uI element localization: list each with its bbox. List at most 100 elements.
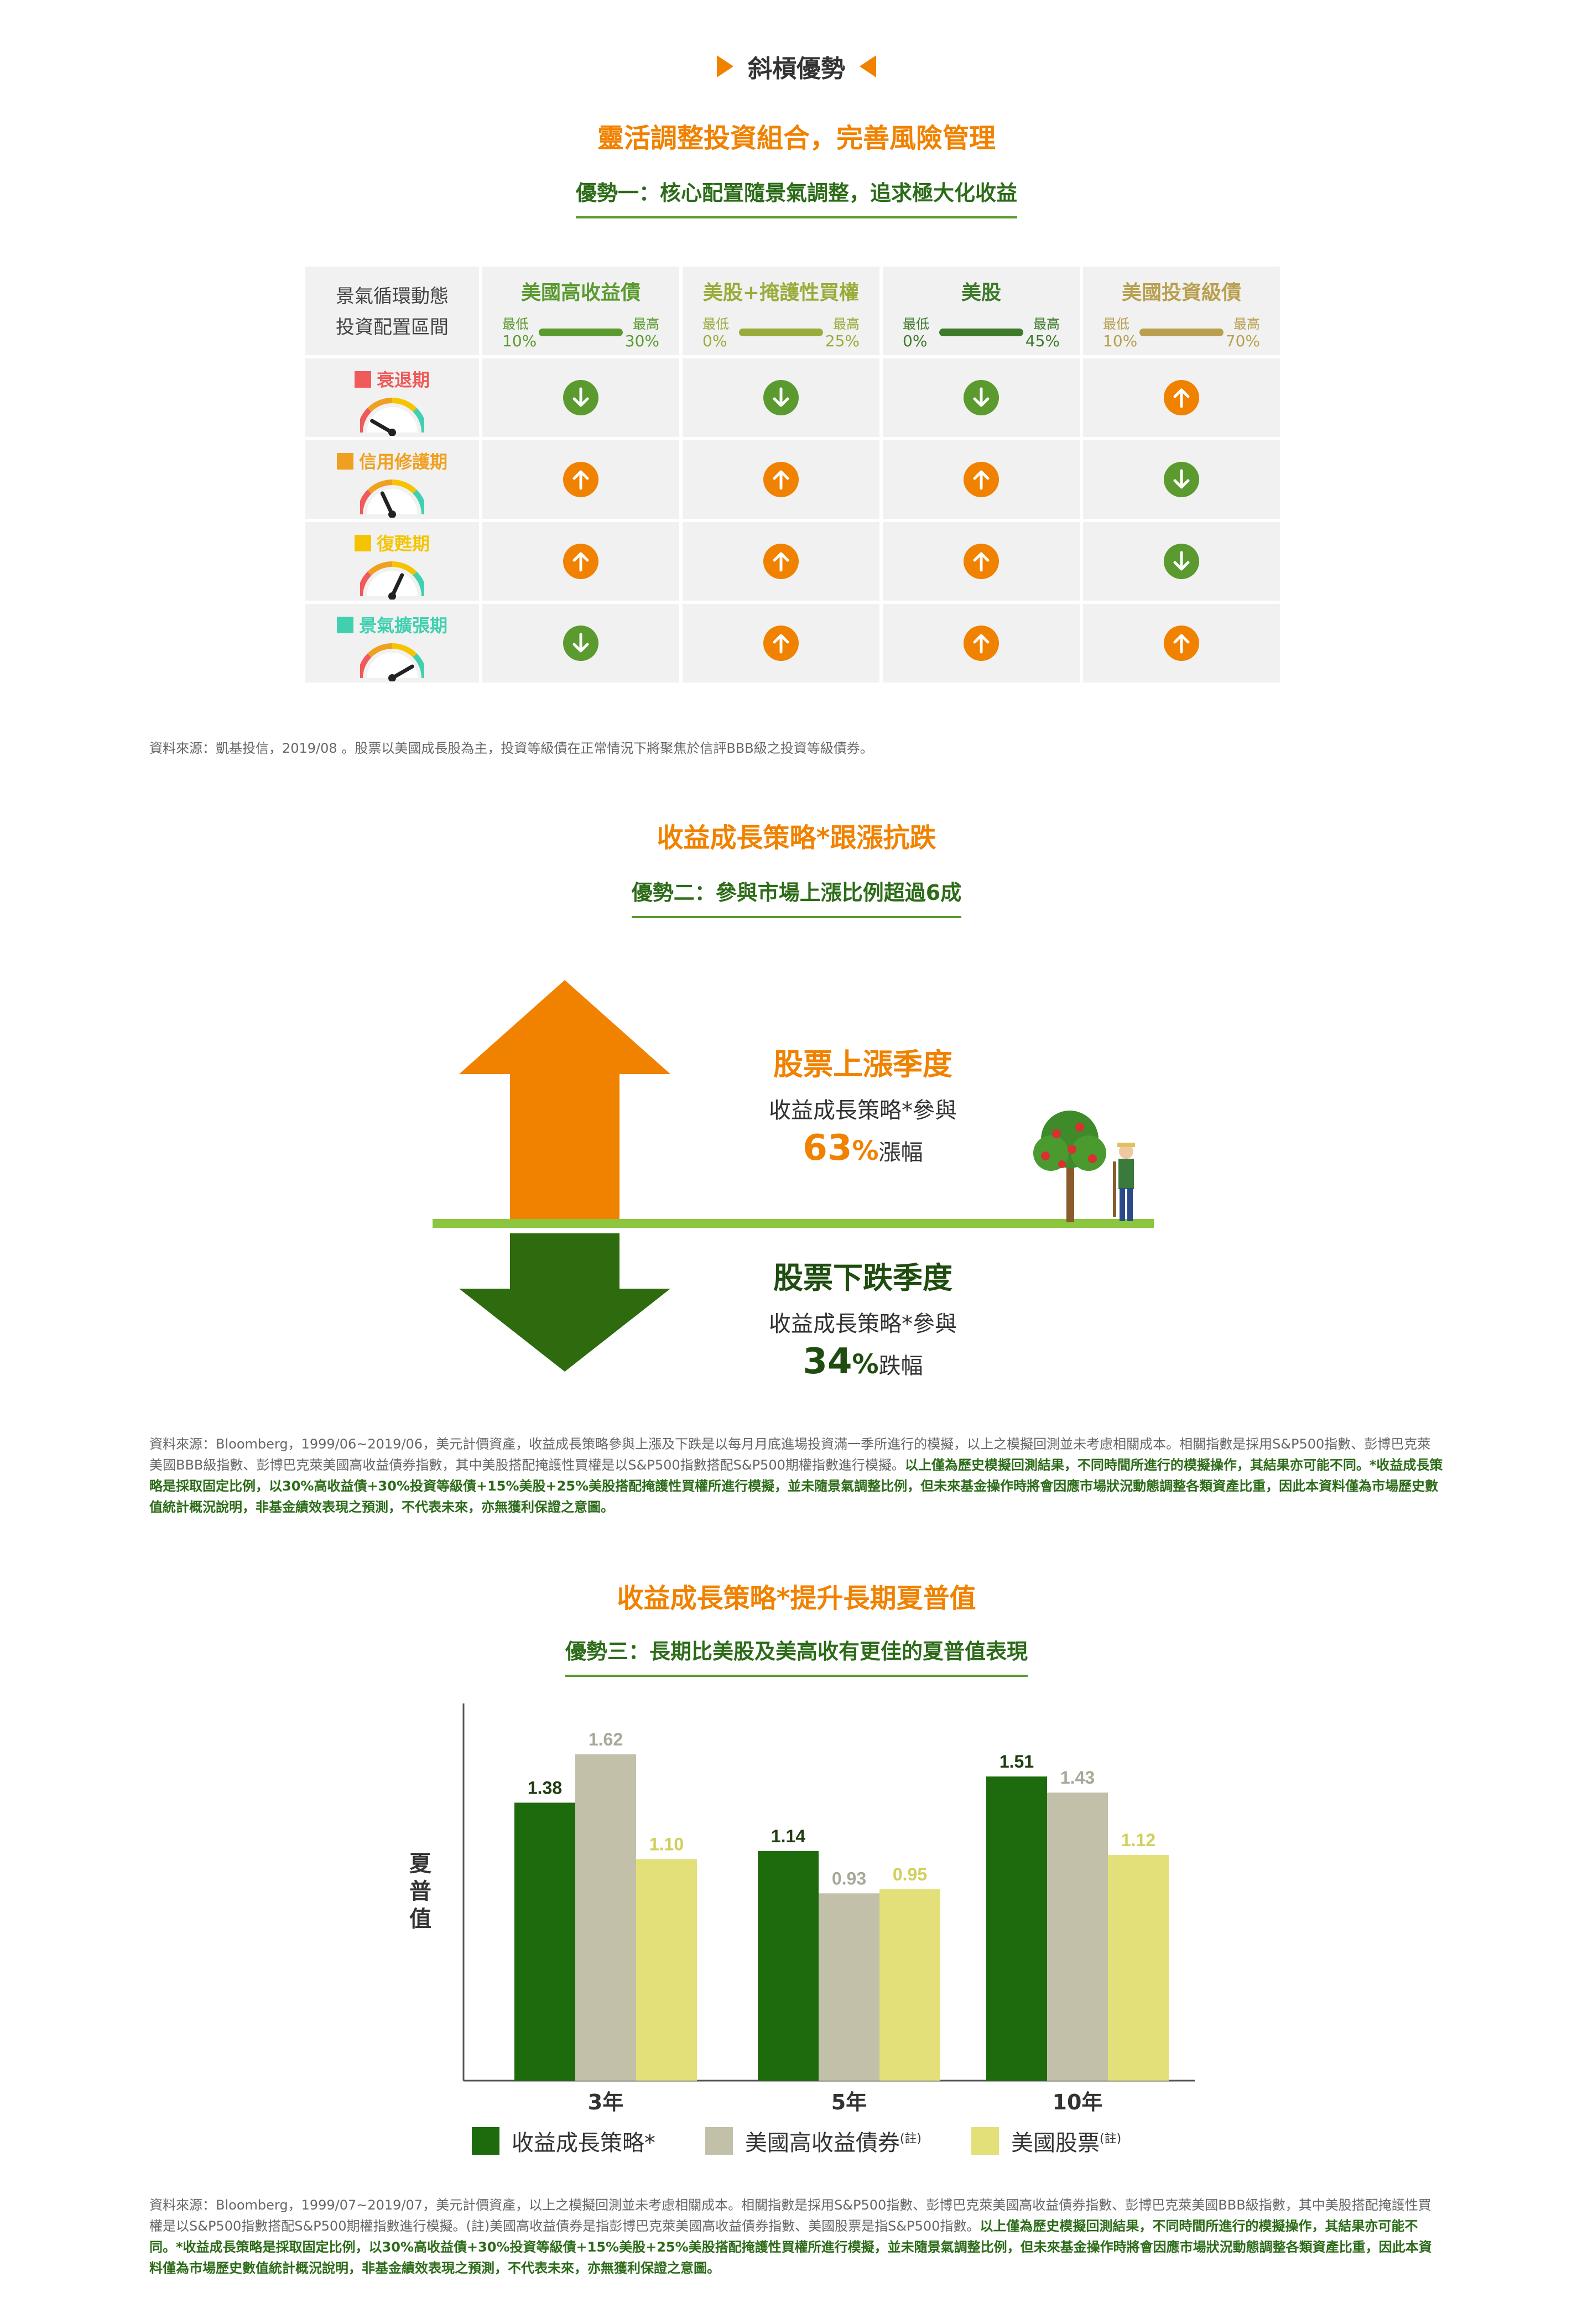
up-quarter-block: 股票上漲季度 收益成長策略*參與 63%漲幅 [719, 1040, 1007, 1169]
matrix-phase-cell: 衰退期 [305, 358, 479, 437]
down-quarter-suffix: 跌幅 [878, 1353, 923, 1379]
range-min-value: 10% [1103, 332, 1138, 350]
phase-color-square [336, 453, 353, 470]
legend-label: 美國股票(註) [1011, 2130, 1122, 2156]
section1-subtitle: 優勢一：核心配置隨景氣調整，追求極大化收益 [575, 176, 1017, 218]
matrix-phase-cell: 信用修護期 [305, 440, 479, 519]
legend-note: (註) [899, 2132, 922, 2146]
legend-label: 美國高收益債券(註) [745, 2130, 922, 2156]
column-name: 美國投資級債 [1121, 282, 1241, 304]
x-tick-label: 10年 [1053, 2090, 1103, 2114]
apple-tree-farmer-icon [1033, 1111, 1135, 1222]
section3-subtitle: 優勢三：長期比美股及美高收有更佳的夏普值表現 [565, 1634, 1028, 1677]
arrow-up-icon [563, 462, 598, 497]
matrix-column-header: 美國投資級債 最低 最高 10% 70% [1083, 267, 1280, 355]
section1-title: 靈活調整投資組合，完善風險管理 [597, 123, 996, 154]
range-max-value: 25% [825, 332, 860, 350]
economic-gauge-icon [357, 637, 427, 682]
range-min-value: 0% [903, 332, 928, 350]
arrow-down-icon [563, 626, 598, 661]
page-header: 斜槓優勢 [0, 47, 1593, 86]
matrix-signal-cell [883, 604, 1080, 682]
chart-y-axis-label: 夏普值 [404, 1850, 437, 1933]
column-name: 美國高收益債 [520, 282, 641, 304]
arrow-left-icon [860, 55, 876, 77]
section3-subtitle-wrap: 優勢三：長期比美股及美高收有更佳的夏普值表現 [0, 1634, 1593, 1677]
phase-label: 信用修護期 [305, 448, 479, 473]
legend-note: (註) [1100, 2132, 1122, 2146]
matrix-phase-cell: 景氣擴張期 [305, 604, 479, 682]
section2-source-text: 資料來源：Bloomberg，1999/06~2019/06，美元計價資產，收益… [149, 1436, 1431, 1473]
range-bar [539, 329, 623, 336]
down-quarter-heading: 股票下跌季度 [773, 1260, 952, 1295]
economic-gauge-icon [357, 392, 427, 436]
section2-source-disclaimer: 以上僅為歷史模擬回測結果，不同時間所進行的模擬操作，其結果亦可能不同。*收益成長… [149, 1457, 1443, 1515]
column-name: 美股+掩護性買權 [702, 282, 860, 304]
down-arrow-icon [459, 1233, 670, 1372]
bar-value-label: 1.51 [999, 1752, 1034, 1771]
legend-swatch [471, 2127, 499, 2155]
arrow-up-icon [964, 462, 999, 497]
up-arrow-icon [459, 980, 670, 1223]
section1-source: 資料來源：凱基投信，2019/08 。股票以美國成長股為主，投資等級債在正常情況… [149, 741, 873, 756]
legend-label: 收益成長策略* [511, 2130, 655, 2156]
arrow-up-icon [1164, 380, 1199, 415]
section2-subtitle: 優勢二：參與市場上漲比例超過6成 [631, 876, 962, 918]
economic-gauge-icon [357, 555, 427, 600]
matrix-signal-cell [1083, 604, 1280, 682]
section3-source-text: 資料來源：Bloomberg，1999/07~2019/07，美元計價資產，以上… [149, 2197, 1431, 2234]
down-quarter-value-line: 34%跌幅 [719, 1341, 1007, 1382]
down-quarter-value: 34 [803, 1341, 852, 1382]
bar [1047, 1792, 1108, 2081]
y-axis-label-char: 值 [409, 1906, 431, 1932]
x-tick-label: 3年 [588, 2090, 623, 2114]
down-quarter-desc: 收益成長策略*參與 [769, 1311, 957, 1337]
matrix-signal-cell [883, 440, 1080, 519]
legend-item: 美國高收益債券(註) [705, 2125, 922, 2157]
bar-value-label: 1.43 [1060, 1768, 1095, 1788]
matrix-signal-cell [683, 522, 879, 601]
down-quarter-unit: % [852, 1349, 879, 1380]
arrow-up-icon [1164, 626, 1199, 661]
arrow-up-icon [964, 544, 999, 579]
up-quarter-suffix: 漲幅 [878, 1140, 923, 1165]
section2-title: 收益成長策略*跟漲抗跌 [657, 822, 936, 853]
range-max-label: 最高 [1233, 316, 1260, 332]
bar [636, 1859, 697, 2081]
phase-name: 衰退期 [376, 369, 430, 390]
range-bar [739, 329, 823, 336]
section3-source: 資料來源：Bloomberg，1999/07~2019/07，美元計價資產，以上… [149, 2195, 1444, 2279]
range-max-label: 最高 [633, 316, 659, 332]
arrow-down-icon [563, 380, 598, 415]
bar-value-label: 0.95 [893, 1864, 927, 1884]
phase-name: 信用修護期 [358, 451, 447, 472]
arrow-down-icon [1164, 462, 1199, 497]
range-max-value: 30% [624, 332, 659, 350]
bar [986, 1776, 1047, 2081]
bar [758, 1851, 819, 2081]
matrix-signal-cell [883, 522, 1080, 601]
phase-label: 復甦期 [305, 530, 479, 555]
up-quarter-unit: % [852, 1135, 879, 1166]
matrix-signal-cell [1083, 440, 1280, 519]
range-bar [939, 329, 1023, 336]
range-min-value: 10% [502, 332, 537, 350]
matrix-signal-cell [482, 604, 679, 682]
sharpe-bar-chart: 1.38 1.62 1.10 3年 1.14 0.93 0.95 5年 1.51 1.43 1.12… [462, 1703, 1195, 2114]
matrix-corner-label: 景氣循環動態 [336, 285, 449, 308]
matrix-signal-cell [683, 604, 879, 682]
range-min-label: 最低 [502, 316, 529, 332]
bar-value-label: 0.93 [832, 1868, 866, 1888]
bar-value-label: 1.62 [589, 1729, 623, 1749]
matrix-signal-cell [683, 358, 879, 437]
range-max-label: 最高 [833, 316, 860, 332]
matrix-column-header: 美股 最低 最高 0% 45% [883, 267, 1080, 355]
phase-color-square [354, 535, 371, 551]
down-quarter-block: 股票下跌季度 收益成長策略*參與 34%跌幅 [719, 1253, 1007, 1382]
matrix-corner-label: 投資配置區間 [336, 316, 449, 338]
matrix-signal-cell [1083, 358, 1280, 437]
legend-swatch [971, 2127, 999, 2155]
legend-swatch [705, 2127, 733, 2155]
page-title: 斜槓優勢 [748, 55, 845, 83]
phase-label: 景氣擴張期 [305, 612, 479, 637]
